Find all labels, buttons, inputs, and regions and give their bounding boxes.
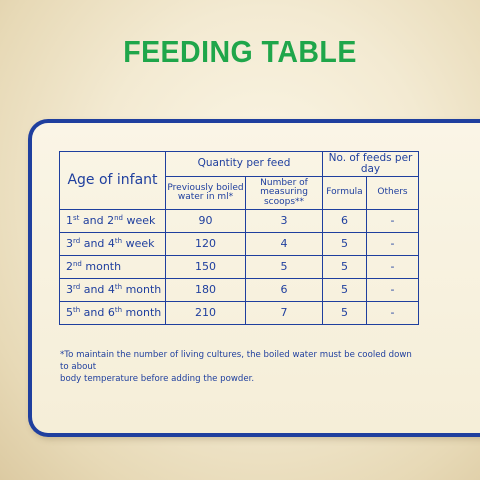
footnote: *To maintain the number of living cultur… xyxy=(60,349,420,385)
water-cell: 150 xyxy=(165,255,246,279)
quantity-header: Quantity per feed xyxy=(165,151,323,177)
age-header: Age of infant xyxy=(59,151,166,210)
water-cell: 90 xyxy=(165,209,246,233)
formula-cell: 5 xyxy=(322,255,367,279)
scoops-cell: 6 xyxy=(245,278,323,302)
age-cell: 1st and 2nd week xyxy=(59,209,166,233)
formula-cell: 5 xyxy=(322,301,367,325)
age-cell: 5th and 6th month xyxy=(59,301,166,325)
others-cell: - xyxy=(366,209,419,233)
page-title: FEEDING TABLE xyxy=(123,34,357,69)
others-cell: - xyxy=(366,278,419,302)
formula-header: Formula xyxy=(322,176,367,210)
age-cell: 2nd month xyxy=(59,255,166,279)
water-cell: 120 xyxy=(165,232,246,256)
others-header: Others xyxy=(366,176,419,210)
scoops-cell: 3 xyxy=(245,209,323,233)
footnote-line-2: body temperature before adding the powde… xyxy=(60,374,255,384)
water-cell: 180 xyxy=(165,278,246,302)
scoops-header: Number of measuring scoops** xyxy=(245,176,323,210)
formula-cell: 6 xyxy=(322,209,367,233)
table-row: 5th and 6th month 210 7 5 - xyxy=(59,301,419,325)
feeding-table: Age of infant Quantity per feed No. of f… xyxy=(59,151,419,325)
formula-cell: 5 xyxy=(322,278,367,302)
formula-cell: 5 xyxy=(322,232,367,256)
feeds-header: No. of feeds per day xyxy=(322,151,419,177)
table-row: 3rd and 4th month 180 6 5 - xyxy=(59,278,419,302)
scoops-cell: 4 xyxy=(245,232,323,256)
water-cell: 210 xyxy=(165,301,246,325)
water-header: Previously boiled water in ml* xyxy=(165,176,246,210)
others-cell: - xyxy=(366,301,419,325)
footnote-line-1: *To maintain the number of living cultur… xyxy=(60,350,412,372)
table-row: 2nd month 150 5 5 - xyxy=(59,255,419,279)
others-cell: - xyxy=(366,255,419,279)
others-cell: - xyxy=(366,232,419,256)
age-cell: 3rd and 4th month xyxy=(59,278,166,302)
scoops-cell: 5 xyxy=(245,255,323,279)
table-row: 3rd and 4th week 120 4 5 - xyxy=(59,232,419,256)
scoops-cell: 7 xyxy=(245,301,323,325)
age-cell: 3rd and 4th week xyxy=(59,232,166,256)
table-row: 1st and 2nd week 90 3 6 - xyxy=(59,209,419,233)
